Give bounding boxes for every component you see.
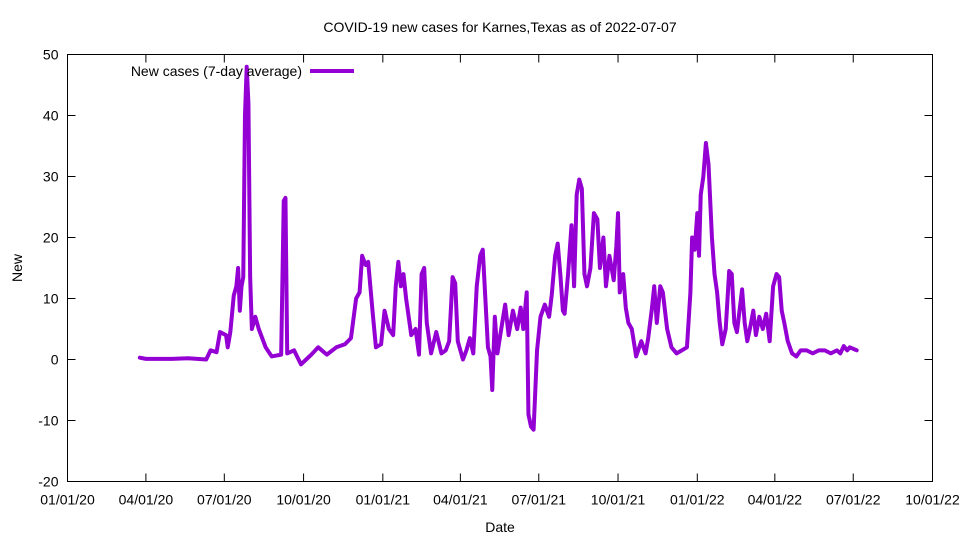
x-tick-label: 01/01/21 bbox=[356, 492, 411, 508]
y-tick-label: 30 bbox=[43, 169, 59, 185]
legend-label: New cases (7-day average) bbox=[131, 63, 302, 79]
x-tick-label: 10/01/20 bbox=[276, 492, 331, 508]
y-tick-label: 40 bbox=[43, 108, 59, 124]
x-axis-label: Date bbox=[485, 519, 515, 535]
y-tick-label: 0 bbox=[51, 352, 59, 368]
plot-frame bbox=[67, 54, 933, 482]
y-tick-label: 50 bbox=[43, 47, 59, 63]
chart-title: COVID-19 new cases for Karnes,Texas as o… bbox=[323, 19, 677, 35]
legend: New cases (7-day average) bbox=[131, 63, 354, 79]
x-tick-label: 04/01/22 bbox=[748, 492, 803, 508]
y-tick-label: 10 bbox=[43, 291, 59, 307]
y-axis-label: New bbox=[9, 253, 25, 282]
x-tick-label: 10/01/22 bbox=[905, 492, 960, 508]
x-tick-label: 04/01/20 bbox=[119, 492, 174, 508]
x-tick-label: 07/01/22 bbox=[826, 492, 881, 508]
y-tick-label: 20 bbox=[43, 230, 59, 246]
series-layer bbox=[137, 64, 859, 432]
y-tick-label: -20 bbox=[38, 474, 58, 490]
x-tick-label: 10/01/21 bbox=[591, 492, 646, 508]
x-tick-label: 01/01/20 bbox=[40, 492, 95, 508]
series-line bbox=[137, 64, 859, 432]
y-axis: -20 -10 0 10 20 30 40 50 bbox=[38, 47, 933, 490]
x-tick-label: 01/01/22 bbox=[670, 492, 725, 508]
y-tick-label: -10 bbox=[38, 413, 58, 429]
x-axis: 01/01/20 04/01/20 07/01/20 10/01/20 01/01/21… bbox=[40, 54, 960, 508]
x-tick-label: 07/01/21 bbox=[512, 492, 567, 508]
x-tick-label: 07/01/20 bbox=[197, 492, 252, 508]
x-tick-label: 04/01/21 bbox=[433, 492, 488, 508]
